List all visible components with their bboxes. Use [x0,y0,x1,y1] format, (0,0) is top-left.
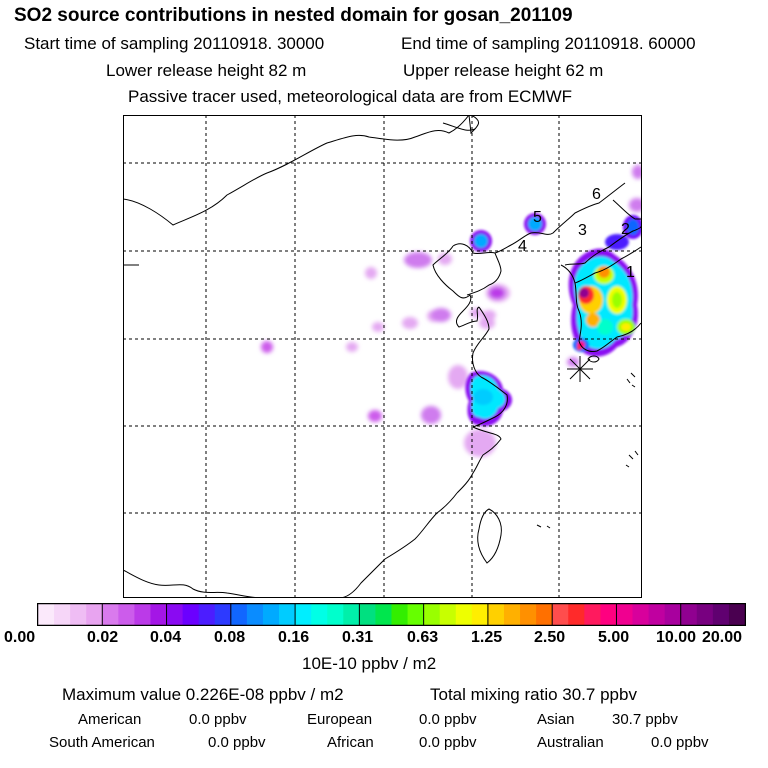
legend-swatch [439,604,457,625]
map-background [123,115,642,598]
legend-swatch [728,604,746,625]
figure-title: SO2 source contributions in nested domai… [14,5,573,26]
legend-swatch [616,604,634,625]
american-value: 0.0 ppbv [189,711,247,728]
legend-swatch [455,604,473,625]
map-panel: 1 2 3 4 5 6 [123,115,642,598]
legend-swatch [632,604,650,625]
legend-swatch [230,604,248,625]
south-american-label: South American [49,734,155,751]
south-american-value: 0.0 ppbv [208,734,266,751]
legend-tick-1: 0.02 [87,629,119,646]
maximum-value: Maximum value 0.226E-08 ppbv / m2 [62,685,344,704]
legend-swatch [134,604,152,625]
color-legend-svg [36,602,747,627]
legend-tick-7: 1.25 [471,629,503,646]
site-label-3: 3 [578,222,587,239]
map-svg: 1 2 3 4 5 6 [123,115,642,598]
legend-swatch [102,604,119,625]
legend-swatch [487,604,505,625]
asterisk-receptor-icon [567,356,593,382]
american-label: American [78,711,142,728]
site-label-1: 1 [626,264,635,281]
legend-swatch [279,604,296,625]
african-value: 0.0 ppbv [419,734,477,751]
legend-swatch [182,604,200,625]
legend-tick-3: 0.08 [214,629,246,646]
legend-swatch [648,604,666,625]
legend-swatch [54,604,71,625]
legend-frame [36,602,747,627]
european-label: European [307,711,373,728]
asian-label: Asian [537,711,575,728]
legend-swatch [70,604,87,625]
legend-swatch [391,604,409,625]
legend-swatch [375,604,393,625]
site-label-4: 4 [518,238,527,255]
legend-swatch [407,604,425,625]
legend-swatch [295,604,312,625]
map-frame [123,115,642,598]
legend-swatch [664,604,682,625]
upper-release-height-label: Upper release height 62 m [403,61,604,80]
legend-swatch [423,604,441,625]
legend-tick-8: 2.50 [534,629,566,646]
plume-light-patches [261,165,642,457]
legend-swatch [712,604,730,625]
legend-swatch [118,604,136,625]
plume-korea [568,248,638,357]
legend-tick-10: 10.00 [656,629,697,646]
legend-swatch [262,604,280,625]
australian-value: 0.0 ppbv [651,734,709,751]
site-label-6: 6 [592,186,601,203]
legend-swatch [214,604,232,625]
plume-source-blobs [470,213,642,252]
legend-tick-5: 0.31 [342,629,374,646]
legend-tick-2: 0.04 [150,629,182,646]
legend-swatch [600,604,618,625]
legend-units: 10E-10 ppbv / m2 [302,654,437,673]
lower-release-height-label: Lower release height 82 m [106,61,307,80]
legend-swatch [198,604,216,625]
legend-swatch [246,604,264,625]
color-legend-bar [36,602,747,631]
legend-swatch [86,604,103,625]
legend-tick-11: 20.00 [702,629,743,646]
site-label-2: 2 [621,221,630,238]
coastlines [123,115,642,598]
legend-swatch [311,604,328,625]
legend-swatch [696,604,714,625]
legend-swatch [584,604,601,625]
legend-swatch [503,604,521,625]
tracer-note: Passive tracer used, meteorological data… [128,87,573,106]
legend-tick-9: 5.00 [598,629,630,646]
australian-label: Australian [537,734,604,751]
african-label: African [327,734,374,751]
legend-swatch [471,604,489,625]
legend-swatch [568,604,585,625]
legend-swatch [150,604,168,625]
legend-swatch [552,604,569,625]
legend-swatch [343,604,360,625]
legend-tick-0: 0.00 [4,629,36,646]
plume-yangtze [465,370,512,427]
start-time-label: Start time of sampling 20110918. 30000 [24,34,325,53]
legend-swatch [327,604,344,625]
legend-tick-6: 0.63 [407,629,439,646]
legend-swatch [520,604,537,625]
legend-swatch [680,604,698,625]
total-mixing-ratio: Total mixing ratio 30.7 ppbv [430,685,637,704]
concentration-plumes [261,165,642,457]
legend-swatch [166,604,184,625]
end-time-label: End time of sampling 20110918. 60000 [401,34,696,53]
legend-swatch [536,604,553,625]
lat-lon-grid [123,115,642,598]
site-label-5: 5 [533,209,542,226]
asian-value: 30.7 ppbv [612,711,678,728]
legend-tick-4: 0.16 [278,629,310,646]
european-value: 0.0 ppbv [419,711,477,728]
legend-swatch [38,604,55,625]
legend-swatch [359,604,377,625]
